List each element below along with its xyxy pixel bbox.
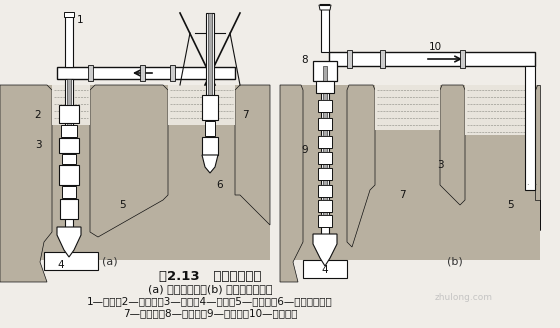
Polygon shape bbox=[57, 227, 81, 257]
Bar bbox=[205, 121, 215, 136]
Polygon shape bbox=[0, 85, 52, 282]
Text: 6: 6 bbox=[217, 180, 223, 190]
Bar bbox=[60, 199, 78, 219]
Text: 4: 4 bbox=[321, 265, 328, 275]
Bar bbox=[202, 95, 218, 120]
Bar bbox=[65, 79, 73, 232]
Bar bbox=[323, 66, 327, 222]
Bar bbox=[318, 100, 332, 112]
Bar bbox=[59, 138, 79, 153]
Bar bbox=[318, 168, 332, 180]
Polygon shape bbox=[0, 85, 270, 260]
Text: 8: 8 bbox=[302, 55, 309, 65]
Bar bbox=[57, 67, 235, 79]
Bar bbox=[61, 125, 77, 137]
Text: 5: 5 bbox=[507, 200, 514, 210]
Text: 1—钻杆；2—送水管；3—主机；4—钻头；5—沉淀池；6—潜水泥浆泵；: 1—钻杆；2—送水管；3—主机；4—钻头；5—沉淀池；6—潜水泥浆泵； bbox=[87, 296, 333, 306]
Text: (a) 正循环排渣；(b) 泵举反循环排渣: (a) 正循环排渣；(b) 泵举反循环排渣 bbox=[148, 284, 272, 294]
Polygon shape bbox=[202, 155, 218, 173]
Bar bbox=[318, 152, 332, 164]
Bar bbox=[208, 13, 212, 105]
Bar bbox=[140, 65, 145, 81]
Text: 5: 5 bbox=[119, 200, 125, 210]
Bar bbox=[318, 185, 332, 197]
Bar bbox=[62, 186, 76, 198]
Text: 7: 7 bbox=[242, 110, 248, 120]
Bar bbox=[303, 260, 347, 278]
Text: 1: 1 bbox=[77, 15, 83, 25]
Bar bbox=[64, 12, 74, 17]
Text: 7: 7 bbox=[399, 190, 405, 200]
Polygon shape bbox=[235, 85, 270, 225]
Text: (a): (a) bbox=[102, 257, 118, 267]
Text: 10: 10 bbox=[428, 42, 442, 52]
Polygon shape bbox=[440, 85, 465, 205]
Bar bbox=[67, 79, 71, 212]
Text: 图2.13   循环排渣方法: 图2.13 循环排渣方法 bbox=[158, 270, 262, 282]
Bar bbox=[44, 252, 98, 270]
Bar bbox=[88, 65, 93, 81]
Bar bbox=[375, 85, 440, 130]
Text: zhulong.com: zhulong.com bbox=[435, 294, 493, 302]
Bar bbox=[65, 15, 73, 67]
Bar bbox=[525, 66, 535, 190]
Bar bbox=[206, 13, 214, 95]
Bar bbox=[62, 154, 76, 164]
Bar bbox=[380, 50, 385, 68]
Bar bbox=[318, 215, 332, 227]
Bar bbox=[170, 65, 175, 81]
Bar bbox=[59, 105, 79, 123]
Bar bbox=[202, 137, 218, 155]
Bar bbox=[465, 85, 535, 135]
Bar bbox=[329, 52, 535, 66]
Polygon shape bbox=[280, 85, 303, 282]
Text: (b): (b) bbox=[447, 257, 463, 267]
Bar bbox=[321, 5, 329, 52]
Bar bbox=[460, 50, 465, 68]
Bar bbox=[59, 165, 79, 185]
Text: 7—泥浆池；8—砂石泵；9—抽渣管；10—排渣胶管: 7—泥浆池；8—砂石泵；9—抽渣管；10—排渣胶管 bbox=[123, 308, 297, 318]
Bar bbox=[318, 136, 332, 148]
Text: 4: 4 bbox=[58, 260, 64, 270]
Text: 3: 3 bbox=[437, 160, 444, 170]
Bar bbox=[52, 85, 90, 125]
Polygon shape bbox=[535, 85, 540, 230]
Text: ·  ·: · · bbox=[527, 180, 537, 190]
Bar bbox=[347, 50, 352, 68]
Polygon shape bbox=[319, 5, 331, 10]
Polygon shape bbox=[280, 85, 540, 260]
Polygon shape bbox=[313, 234, 337, 266]
Bar bbox=[168, 85, 235, 125]
Text: 2: 2 bbox=[35, 110, 41, 120]
Bar bbox=[316, 81, 334, 93]
Bar bbox=[318, 118, 332, 130]
Polygon shape bbox=[90, 85, 168, 237]
Text: 3: 3 bbox=[35, 140, 41, 150]
Text: 9: 9 bbox=[302, 145, 309, 155]
Bar bbox=[313, 61, 337, 81]
Bar bbox=[318, 200, 332, 212]
Polygon shape bbox=[347, 85, 375, 247]
Bar bbox=[321, 66, 329, 237]
